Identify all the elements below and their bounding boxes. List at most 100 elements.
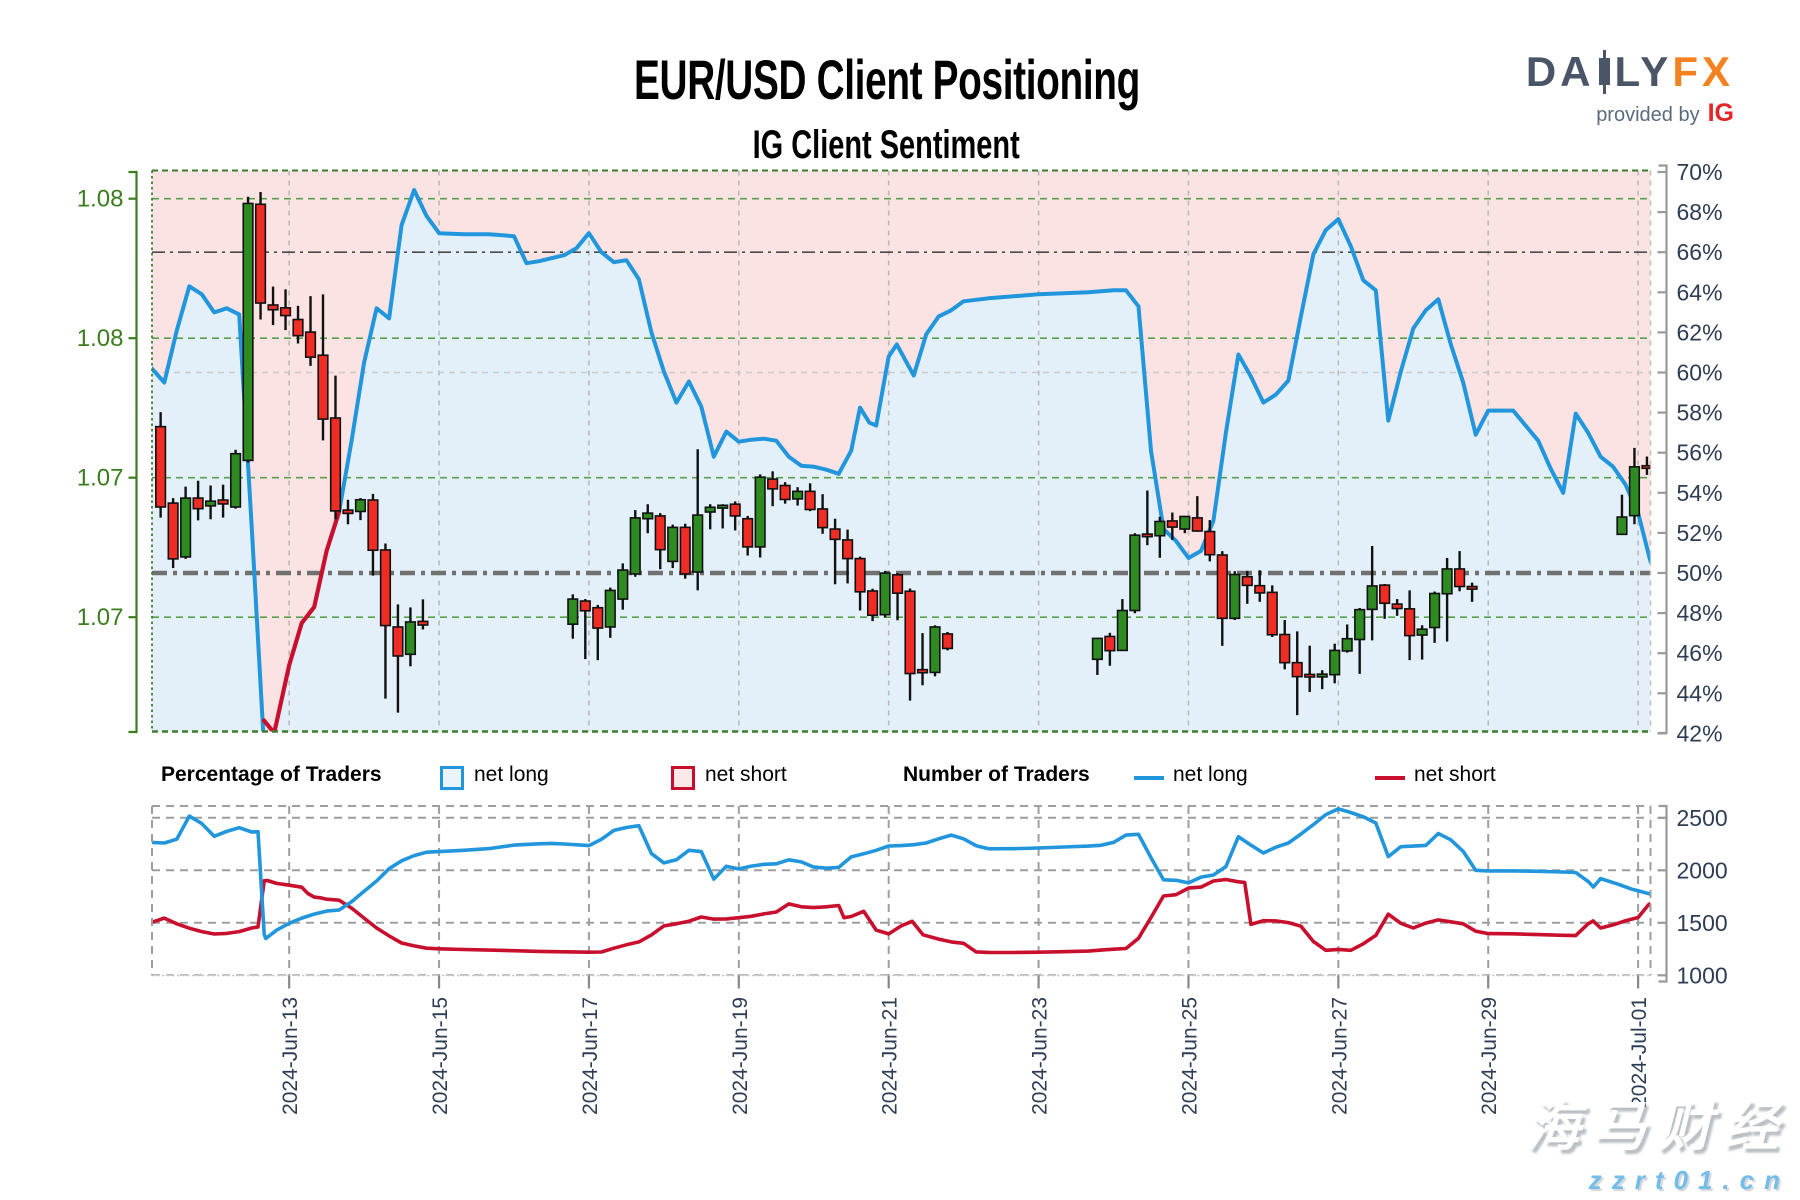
logo-candlestick-icon <box>1598 50 1612 94</box>
logo-ig: IG <box>1707 99 1734 127</box>
candle-bullish <box>1091 637 1103 661</box>
candle-bearish <box>417 620 429 626</box>
main-plot-area <box>152 170 1651 732</box>
candle-bearish <box>779 484 791 501</box>
pct-net-long-line2 <box>337 188 1651 564</box>
candle-bearish <box>329 417 342 512</box>
candle-bullish <box>604 589 616 628</box>
candle-bullish <box>229 452 242 508</box>
candle-bullish <box>1366 585 1378 611</box>
candle-bearish <box>379 549 392 627</box>
candle-bullish <box>642 512 654 520</box>
candle-bullish <box>1416 628 1428 636</box>
candle-bullish <box>1616 516 1628 536</box>
chart-subtitle: IG Client Sentiment <box>752 123 1020 167</box>
count-net-long-line <box>152 807 1651 941</box>
candle-bearish <box>1191 517 1203 532</box>
candle-bullish <box>879 572 891 616</box>
count-tick-label: 2000 <box>1677 857 1728 883</box>
candle-bearish <box>304 331 317 358</box>
pct-tick-label: 60% <box>1677 360 1723 386</box>
candle-bullish <box>692 514 704 573</box>
candle-bearish <box>1204 530 1216 556</box>
candle-bearish <box>155 425 167 508</box>
watermark-brand: 海马财经 <box>1526 1097 1790 1157</box>
candle-bullish <box>617 569 629 600</box>
candle-bullish <box>717 504 729 509</box>
price-tick-label: 1.08 <box>77 186 124 213</box>
candle-bullish <box>1628 466 1641 517</box>
pct-tick-label: 50% <box>1677 560 1723 586</box>
candle-bearish <box>592 606 604 629</box>
date-tick-label: 2024-Jun-23 <box>1029 997 1052 1115</box>
legend-label-net-long-pct: net long <box>474 763 549 786</box>
date-tick-label: 2024-Jun-13 <box>279 997 302 1115</box>
legend-label-net-short-count: net short <box>1414 763 1496 786</box>
candle-bearish <box>217 499 229 505</box>
count-axis-line <box>1658 804 1668 983</box>
candle-bearish <box>1279 633 1291 664</box>
count-tick-label: 2500 <box>1677 805 1728 831</box>
pct-tick-label: 44% <box>1677 680 1723 706</box>
pct-tick-label: 42% <box>1677 720 1723 746</box>
pct-net-short-line <box>261 509 342 732</box>
price-tick-label: 1.08 <box>77 325 124 352</box>
candle-bearish <box>916 668 929 674</box>
date-tick-label: 2024-Jun-19 <box>729 997 752 1115</box>
candle-bearish <box>729 503 741 517</box>
pct-tick-label: 64% <box>1677 279 1723 305</box>
date-tick-label: 2024-Jun-17 <box>579 997 602 1115</box>
candle-bearish <box>1166 520 1178 528</box>
candle-bearish <box>767 478 779 490</box>
candle-bullish <box>1441 568 1453 595</box>
pct-tick-label: 66% <box>1677 239 1723 265</box>
candle-bullish <box>704 506 716 513</box>
pct-tick-label: 62% <box>1677 319 1723 345</box>
candle-bullish <box>1129 534 1141 612</box>
candle-bearish <box>317 354 329 420</box>
candle-bearish <box>854 557 866 593</box>
candle-bearish <box>841 539 854 560</box>
candle-bearish <box>1141 533 1153 538</box>
candle-bearish <box>654 515 666 551</box>
candle-bearish <box>904 590 916 675</box>
candle-bearish <box>817 508 829 529</box>
pct-axis: 70% 68% 66% 64% 62% 60% 58% 56% 54% 52% 50% 48% 46% 4… <box>1657 159 1723 746</box>
dailyfx-wordmark: DA LY FX <box>1526 50 1734 94</box>
candle-bearish <box>679 526 691 575</box>
candle-bullish <box>404 621 417 656</box>
pct-tick-label: 46% <box>1677 640 1723 666</box>
legend-label-net-long-count: net long <box>1173 763 1248 786</box>
candle-bearish <box>167 502 179 560</box>
candle-bearish <box>1104 635 1116 652</box>
legend-group2-title: Number of Traders <box>903 763 1090 786</box>
legend-swatch-net-short-pct <box>671 766 695 790</box>
candle-bullish <box>667 526 679 563</box>
candle-bullish <box>1229 573 1241 620</box>
pct-tick-label: 48% <box>1677 600 1723 626</box>
candle-bearish <box>1241 575 1253 587</box>
candle-bullish <box>567 598 579 625</box>
date-tick-label: 2024-Jun-15 <box>429 997 452 1115</box>
logo-daily-right: LY <box>1614 48 1673 95</box>
pct-axis-line <box>1658 164 1668 735</box>
price-tick-label: 1.07 <box>77 465 124 492</box>
date-tick-label: 2024-Jun-27 <box>1328 997 1351 1115</box>
candle-bullish <box>180 497 192 558</box>
candle-bullish <box>929 626 941 674</box>
candle-bearish <box>1641 464 1651 470</box>
candle-bullish <box>1354 608 1366 641</box>
legend-swatch-net-short-count <box>1375 776 1405 780</box>
candle-bullish <box>354 498 367 513</box>
pct-tick-label: 70% <box>1677 159 1723 185</box>
legend-label-net-short-pct: net short <box>705 763 787 786</box>
legend-swatch-net-long-count <box>1134 776 1164 780</box>
candle-bullish <box>1316 673 1328 678</box>
candle-bearish <box>1391 603 1403 610</box>
candle-bearish <box>1254 584 1266 594</box>
candle-bearish <box>192 497 204 510</box>
watermark-site: zzrt01.cn <box>1588 1165 1790 1195</box>
candle-bearish <box>891 573 904 595</box>
